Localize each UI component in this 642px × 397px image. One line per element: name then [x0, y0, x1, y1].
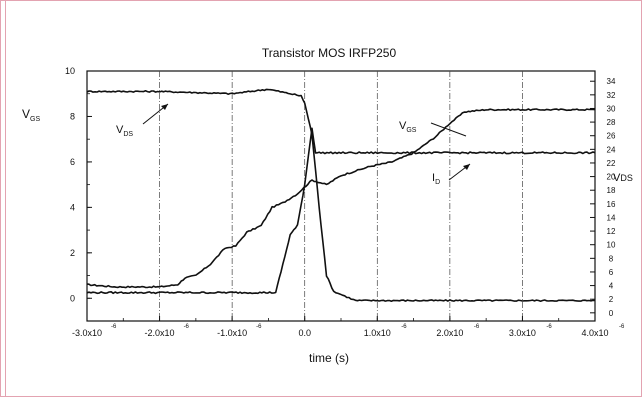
right-axis-label: VDS [613, 172, 633, 184]
left-tick-label: 10 [65, 66, 75, 76]
right-tick-label: 10 [607, 241, 616, 250]
chart-title: Transistor MOS IRFP250 [262, 46, 397, 60]
x-axis: -3.0x10 -6 -2.0x10 -6 -1.0x10 -6 0.0 1.0x10 -6 2.… [72, 316, 625, 338]
right-tick-label: 16 [607, 200, 616, 209]
left-tick-label: 8 [70, 111, 75, 121]
series-line-v-ds [86, 88, 596, 303]
svg-text:VGS: VGS [22, 107, 40, 123]
right-tick-label: 6 [609, 268, 614, 277]
annotation-id: ID [432, 163, 471, 186]
left-axis-label: VGS [22, 107, 40, 123]
x-tick-label: 2.0x10 [436, 328, 463, 338]
right-tick-label: 32 [607, 91, 616, 100]
x-tick-label: -3.0x10 [72, 328, 102, 338]
left-tick-label: 6 [70, 157, 75, 167]
x-tick-label: 4.0x10 [581, 328, 608, 338]
right-tick-label: 8 [609, 254, 614, 263]
left-y-axis: 0 2 4 6 8 10 [65, 66, 92, 322]
x-tick-label: -1.0x10 [217, 328, 247, 338]
right-tick-label: 20 [607, 173, 616, 182]
right-tick-label: 0 [609, 309, 614, 318]
x-tick-label: 3.0x10 [509, 328, 536, 338]
right-tick-label: 18 [607, 186, 616, 195]
left-tick-label: 4 [70, 202, 75, 212]
left-tick-label: 2 [70, 248, 75, 258]
right-tick-label: 30 [607, 104, 616, 113]
grid-lines [159, 71, 523, 321]
x-tick-label: 0.0 [298, 328, 311, 338]
x-tick-exponent: -6 [401, 324, 407, 330]
x-tick-exponent: -6 [546, 324, 552, 330]
svg-text:VDS: VDS [116, 124, 133, 138]
annotation-vgs: VGS [399, 120, 467, 137]
right-tick-label: 14 [607, 213, 616, 222]
series-line-v-gs [86, 108, 596, 289]
right-tick-label: 12 [607, 227, 616, 236]
x-axis-label: time (s) [309, 351, 349, 365]
x-tick-exponent: -6 [184, 324, 190, 330]
x-tick-exponent: -6 [619, 324, 625, 330]
right-tick-label: 28 [607, 118, 616, 127]
figure-left-border [5, 0, 6, 397]
right-tick-label: 26 [607, 132, 616, 141]
right-tick-label: 4 [609, 282, 614, 291]
left-tick-label: 0 [70, 293, 75, 303]
x-tick-exponent: -6 [256, 324, 262, 330]
x-tick-exponent: -6 [474, 324, 480, 330]
series-layer [86, 88, 596, 303]
annotation-vds: VDS [116, 103, 169, 138]
right-tick-label: 22 [607, 159, 616, 168]
x-tick-exponent: -6 [111, 324, 117, 330]
svg-text:VGS: VGS [399, 120, 417, 134]
right-tick-label: 34 [607, 77, 616, 86]
right-tick-label: 24 [607, 145, 616, 154]
right-tick-label: 2 [609, 295, 614, 304]
series-line-i-d [86, 127, 596, 295]
x-tick-label: 1.0x10 [364, 328, 391, 338]
plot-frame [86, 70, 596, 322]
x-tick-label: -2.0x10 [145, 328, 175, 338]
svg-text:VDS: VDS [613, 172, 633, 184]
svg-text:ID: ID [432, 172, 440, 186]
